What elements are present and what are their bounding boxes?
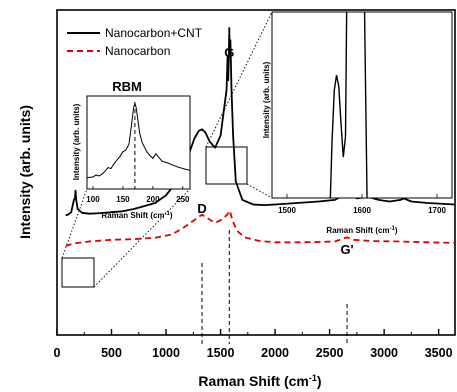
legend-label-cnt: Nanocarbon+CNT — [105, 26, 203, 40]
peak-label: G — [224, 45, 234, 60]
inset-g-tick-label: 1700 — [428, 206, 446, 215]
series-line-1 — [65, 209, 456, 247]
inset-rbm: 100 150 200 250 RBM Raman Shift (cm-1) Inte… — [72, 79, 191, 220]
inset-g-x-title: Raman Shift (cm-1) — [326, 226, 397, 235]
inset-rbm-layer: 100 150 200 250 — [86, 101, 191, 204]
zoom-box-g — [205, 146, 248, 185]
x-tick-label: 2500 — [316, 346, 344, 360]
inset-g-band: 1500 1600 1700 Raman Shift (cm-1) Intensit… — [262, 11, 453, 235]
x-tick-label: 500 — [101, 346, 122, 360]
inset-rbm-frame — [86, 95, 191, 190]
x-tick-label: 2000 — [261, 346, 289, 360]
inset-rbm-x-title: Raman Shift (cm-1) — [101, 211, 172, 220]
y-axis-title: Intensity (arb. units) — [17, 105, 33, 239]
zoom-connector — [205, 11, 273, 148]
inset-rbm-y-title: Intensity (arb. units) — [72, 103, 81, 180]
guide-layer: D G G' — [61, 11, 354, 344]
peak-label: G' — [340, 242, 353, 257]
x-tick-label: 1500 — [207, 346, 235, 360]
inset-g-line — [329, 12, 368, 198]
inset-g-y-title: Intensity (arb. units) — [262, 61, 271, 138]
x-tick-label: 3500 — [425, 346, 453, 360]
x-tick-label: 3000 — [370, 346, 398, 360]
inset-g-frame — [271, 11, 453, 199]
zoom-connector — [246, 183, 273, 199]
inset-rbm-tick-label: 150 — [116, 195, 130, 204]
plot-frame — [56, 9, 456, 336]
inset-g-tick-label: 1600 — [353, 206, 371, 215]
x-tick-label: 0 — [54, 346, 61, 360]
legend-label-nanocarbon: Nanocarbon — [105, 44, 170, 58]
inset-g-layer: 1500 1600 1700 — [278, 12, 446, 215]
inset-g-tick-label: 1500 — [278, 206, 296, 215]
inset-rbm-tick-label: 200 — [146, 195, 160, 204]
x-tick-label: 1000 — [152, 346, 180, 360]
x-axis-title: Raman Shift (cm-1) — [198, 373, 321, 389]
main-plot-layer: 0 500 1000 1500 2000 2500 3000 3500 — [54, 27, 456, 360]
legend: Nanocarbon+CNT Nanocarbon — [67, 26, 203, 58]
inset-rbm-tick-label: 100 — [86, 195, 100, 204]
zoom-box-rbm — [61, 257, 95, 288]
inset-rbm-tick-label: 250 — [176, 195, 190, 204]
inset-rbm-title: RBM — [112, 79, 142, 94]
peak-label: D — [197, 201, 206, 216]
